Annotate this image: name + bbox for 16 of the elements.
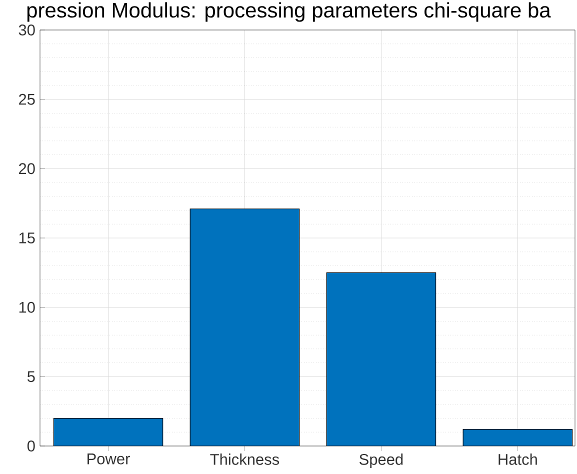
bar: [326, 272, 436, 446]
chart-title: pression Modulus: processing parameters chi-square ba: [27, 2, 551, 22]
x-tick-label: Speed: [360, 454, 403, 468]
y-tick-label: 25: [19, 94, 35, 105]
y-tick-label: 10: [19, 302, 35, 313]
y-tick-label: 20: [19, 163, 35, 174]
y-tick-label: 15: [19, 232, 35, 244]
x-tick-label: Hatch: [498, 454, 537, 465]
bar: [54, 418, 163, 446]
x-tick-label: Thickness: [210, 454, 280, 465]
bar: [462, 429, 573, 446]
y-tick-label: 30: [18, 24, 35, 36]
bar: [190, 208, 300, 446]
y-tick-label: 0: [27, 440, 35, 452]
x-tick-label: Power: [88, 454, 130, 464]
y-tick-label: 5: [27, 371, 35, 382]
